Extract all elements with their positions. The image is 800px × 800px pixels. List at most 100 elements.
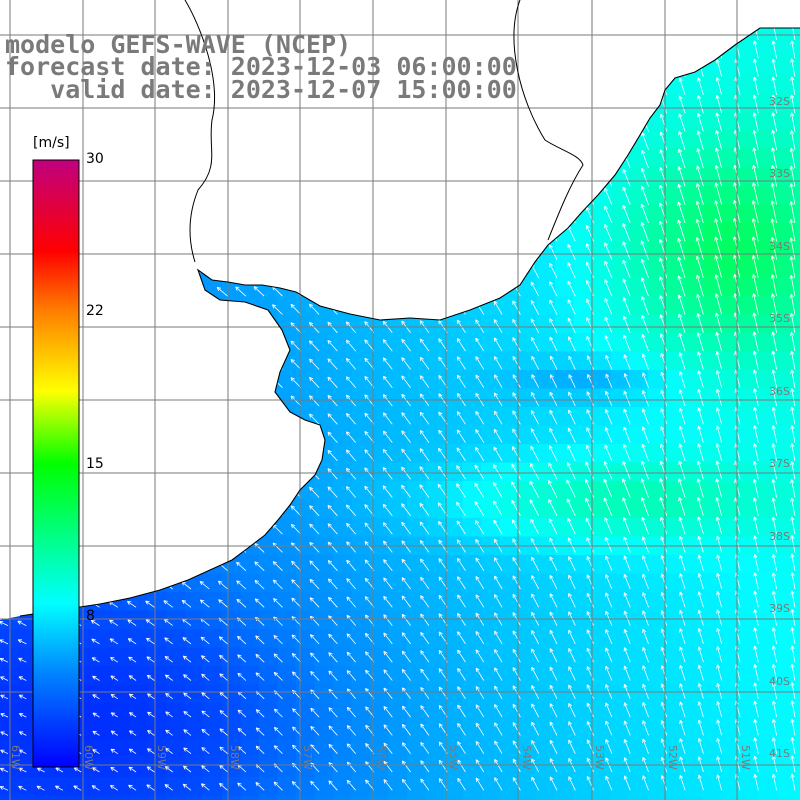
wind-arrow [586, 702, 594, 718]
wind-speed-cell [610, 740, 630, 760]
wind-arrow [419, 484, 430, 498]
wind-arrow [106, 361, 119, 370]
wind-arrow [420, 631, 430, 645]
wind-arrow [512, 777, 521, 791]
wind-speed-cell [610, 222, 630, 242]
wind-speed-cell [74, 0, 93, 19]
wind-arrow [677, 294, 686, 315]
wind-speed-cell [203, 573, 223, 593]
wind-speed-cell [481, 370, 501, 390]
wind-speed-cell [777, 462, 797, 482]
wind-speed-cell [425, 166, 445, 186]
wind-speed-cell [259, 425, 279, 445]
wind-speed-cell [351, 666, 371, 686]
wind-speed-cell [444, 277, 464, 297]
wind-speed-cell [111, 222, 131, 242]
wind-speed-cell [481, 333, 501, 353]
wind-arrow [235, 451, 247, 462]
wind-speed-cell [592, 37, 612, 57]
wind-arrow [549, 721, 558, 736]
wind-speed-cell [166, 462, 186, 482]
wind-speed-cell [314, 240, 334, 260]
wind-speed-cell [666, 592, 686, 612]
wind-arrow [236, 598, 247, 608]
wind-arrow [419, 448, 430, 462]
wind-speed-cell [481, 610, 501, 630]
wind-arrow [605, 592, 613, 608]
wind-speed-cell [277, 425, 297, 445]
wind-arrow [345, 284, 357, 297]
wind-speed-cell [684, 333, 704, 353]
lon-label: 60W [82, 745, 95, 770]
wind-arrow [586, 97, 594, 114]
wind-speed-cell [185, 148, 205, 168]
wind-arrow [642, 555, 649, 571]
wind-arrow [219, 746, 228, 755]
wind-speed-cell [444, 721, 464, 741]
wind-speed-cell [314, 129, 334, 149]
wind-speed-cell [259, 185, 279, 205]
wind-speed-cell [166, 296, 186, 316]
wind-arrow [420, 613, 430, 626]
wind-arrow [179, 287, 192, 297]
wind-speed-cell [592, 444, 612, 464]
wind-speed-cell [111, 259, 131, 279]
wind-arrow [310, 744, 320, 754]
wind-speed-cell [296, 444, 316, 464]
wind-arrow [161, 122, 173, 132]
wind-speed-cell [573, 721, 593, 741]
wind-speed-cell [610, 92, 630, 112]
wind-speed-cell [795, 351, 800, 371]
wind-arrow [143, 379, 155, 389]
wind-arrow [641, 96, 649, 114]
colorbar-gradient [32, 159, 80, 768]
wind-speed-cell [185, 166, 205, 186]
wind-arrow [271, 139, 283, 151]
wind-speed-cell [573, 92, 593, 112]
wind-arrow [126, 600, 137, 608]
wind-speed-cell [629, 499, 649, 519]
wind-arrow [678, 113, 686, 132]
wind-arrow [771, 572, 777, 590]
wind-speed-cell [351, 740, 371, 760]
wind-arrow [88, 289, 100, 297]
wind-arrow [143, 508, 155, 517]
wind-speed-cell [425, 222, 445, 242]
wind-speed-cell [333, 111, 353, 131]
wind-speed-cell [296, 518, 316, 538]
wind-speed-cell [721, 277, 741, 297]
wind-arrow [678, 41, 686, 59]
wind-speed-cell [92, 684, 112, 704]
wind-arrow [549, 98, 558, 114]
wind-arrow [512, 318, 521, 333]
wind-arrow [511, 463, 521, 480]
wind-speed-cell [462, 111, 482, 131]
wind-arrow [549, 427, 558, 443]
wind-arrow [272, 469, 283, 480]
wind-speed-cell [795, 240, 800, 260]
wind-arrow [567, 537, 576, 553]
wind-speed-cell [462, 370, 482, 390]
wind-arrow [162, 526, 173, 535]
wind-arrow [14, 363, 27, 370]
wind-speed-cell [666, 37, 686, 57]
wind-arrow [531, 666, 540, 681]
wind-speed-cell [129, 666, 149, 686]
wind-speed-cell [758, 684, 778, 704]
wind-arrow [752, 129, 759, 150]
wind-speed-cell [407, 388, 427, 408]
wind-speed-cell [758, 425, 778, 445]
wind-speed-cell [388, 240, 408, 260]
wind-arrow [678, 443, 686, 462]
wind-arrow [640, 240, 649, 260]
wind-arrow [124, 160, 137, 169]
wind-arrow [605, 665, 613, 681]
wind-arrow [14, 253, 27, 260]
wind-arrow [200, 636, 210, 645]
wind-speed-cell [703, 573, 723, 593]
wind-speed-cell [518, 203, 538, 223]
wind-arrow [327, 560, 338, 571]
wind-speed-cell [148, 351, 168, 371]
wind-arrow [567, 61, 576, 77]
wind-arrow [291, 560, 302, 571]
